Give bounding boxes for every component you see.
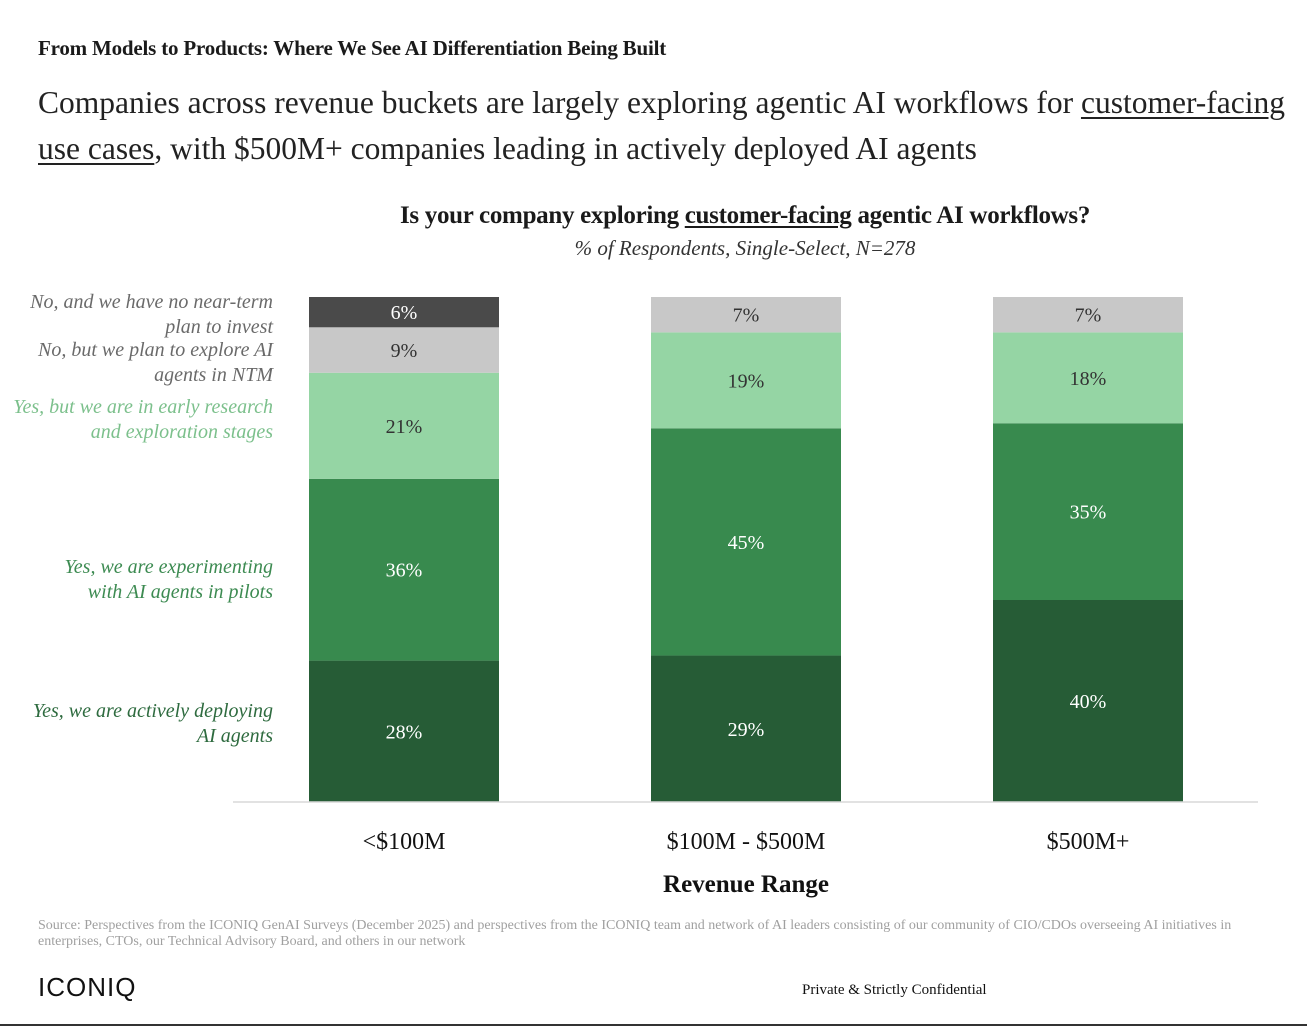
legend-label-experimenting: Yes, we are experimenting with AI agents… <box>64 556 274 603</box>
confidential-note: Private & Strictly Confidential <box>802 982 987 998</box>
bar-100m-series-2 <box>309 372 499 479</box>
iconiq-logo: ICONIQ <box>38 972 137 1002</box>
data-label-100m-500m-series-0: 29% <box>728 719 765 741</box>
chart-subtitle: % of Respondents, Single-Select, N=278 <box>574 236 916 260</box>
bar-500m-series-3 <box>993 297 1183 333</box>
page-headline: Companies across revenue buckets are lar… <box>38 80 1300 172</box>
bar-500m-series-1 <box>993 423 1183 600</box>
page-kicker: From Models to Products: Where We See AI… <box>38 36 667 60</box>
bar-100m-500m-series-1 <box>651 428 841 656</box>
data-label-500m-series-3: 7% <box>1075 305 1102 327</box>
bar-100m-series-0 <box>309 660 499 802</box>
legend-label-deploying: Yes, we are actively deploying AI agents <box>32 700 273 747</box>
chart-title-text-1: Is your company exploring <box>399 202 685 229</box>
data-label-100m-series-1: 36% <box>386 560 423 582</box>
data-label-100m-series-2: 21% <box>386 416 423 438</box>
data-label-100m-500m-series-3: 7% <box>733 305 760 327</box>
bar-100m-series-4 <box>309 297 499 328</box>
x-tick-labels: <$100M $100M - $500M $500M+ <box>363 829 1130 855</box>
x-tick-label-100m-500m: $100M - $500M <box>667 829 826 855</box>
legend-label-early-research: Yes, but we are in early research and ex… <box>13 396 273 443</box>
legend-label-no-plan: No, and we have no near-term plan to inv… <box>30 291 273 338</box>
headline-underlined: customer-facing use cases <box>38 85 1285 166</box>
data-label-100m-series-0: 28% <box>386 721 423 743</box>
bar-100m-500m-series-2 <box>651 332 841 429</box>
x-axis-label: Revenue Range <box>663 871 829 898</box>
chart-title-underlined: customer-facing <box>684 202 852 229</box>
data-label-100m-500m-series-1: 45% <box>728 532 765 554</box>
data-label-100m-series-3: 9% <box>391 340 418 362</box>
source-note: Source: Perspectives from the ICONIQ Gen… <box>38 918 1232 949</box>
bar-100m-series-1 <box>309 478 499 661</box>
data-label-500m-series-1: 35% <box>1070 502 1107 524</box>
headline-text-2: , with $500M+ companies leading in activ… <box>154 131 977 166</box>
bar-100m-series-3 <box>309 327 499 373</box>
data-label-100m-series-4: 6% <box>391 302 418 324</box>
bar-500m-series-2 <box>993 332 1183 424</box>
bar-100m-500m-series-0 <box>651 655 841 802</box>
chart-title: Is your company exploring customer-facin… <box>0 202 1307 230</box>
bottom-rule <box>0 1024 1307 1026</box>
chart-title-text-2: agentic AI workflows? <box>851 202 1091 229</box>
bars-group: 28% 36% 21% 9% 6% 29% 45% 19% 7% 40% 35% 18% 7% <box>309 297 1183 802</box>
x-tick-label-100m: <$100M <box>363 829 446 855</box>
data-label-500m-series-2: 18% <box>1070 368 1107 390</box>
bar-500m-series-0 <box>993 600 1183 802</box>
bar-100m-500m-series-3 <box>651 297 841 333</box>
legend-label-plan-explore: No, but we plan to explore AI agents in … <box>38 339 273 386</box>
data-label-500m-series-0: 40% <box>1070 691 1107 713</box>
headline-text-1: Companies across revenue buckets are lar… <box>38 85 1081 120</box>
data-label-100m-500m-series-2: 19% <box>728 370 765 392</box>
x-tick-label-500m: $500M+ <box>1047 829 1130 855</box>
